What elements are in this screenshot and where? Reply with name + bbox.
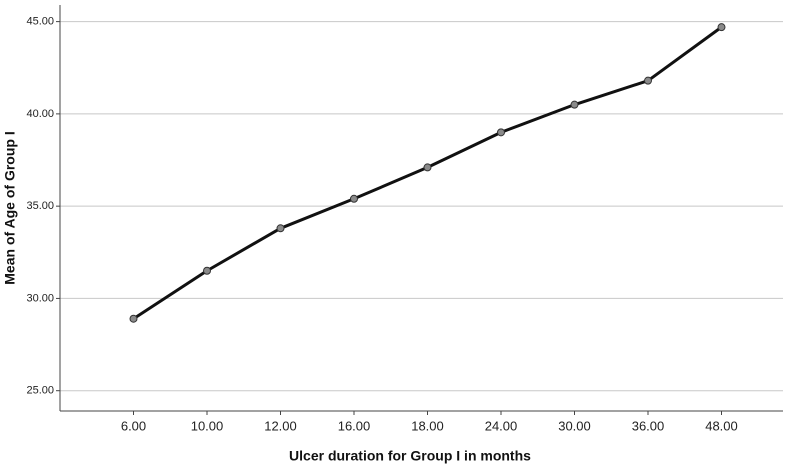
x-tick-label: 30.00 bbox=[558, 418, 591, 433]
x-tick-label: 18.00 bbox=[411, 418, 444, 433]
y-tick-label: 40.00 bbox=[26, 108, 54, 120]
x-tick-label: 6.00 bbox=[121, 418, 146, 433]
x-tick-label: 24.00 bbox=[485, 418, 518, 433]
x-tick-label: 16.00 bbox=[338, 418, 371, 433]
x-tick-label: 10.00 bbox=[191, 418, 224, 433]
marker bbox=[570, 100, 579, 109]
marker bbox=[129, 314, 138, 323]
y-tick-label: 25.00 bbox=[26, 385, 54, 397]
marker bbox=[350, 194, 358, 203]
y-tick-label: 30.00 bbox=[26, 292, 54, 304]
y-axis-title: Mean of Age of Group I bbox=[2, 131, 18, 284]
y-tick-label: 35.00 bbox=[26, 200, 54, 212]
x-tick-label: 12.00 bbox=[264, 418, 297, 433]
marker bbox=[644, 76, 652, 85]
x-tick-label: 36.00 bbox=[632, 418, 665, 433]
x-axis-title: Ulcer duration for Group I in months bbox=[289, 448, 531, 464]
marker bbox=[423, 163, 432, 172]
marker bbox=[497, 128, 505, 137]
x-tick-label: 48.00 bbox=[705, 418, 738, 433]
line bbox=[132, 25, 723, 320]
marker bbox=[203, 266, 211, 275]
marker bbox=[276, 224, 285, 233]
y-tick-label: 45.00 bbox=[26, 16, 54, 28]
marker bbox=[717, 23, 726, 32]
